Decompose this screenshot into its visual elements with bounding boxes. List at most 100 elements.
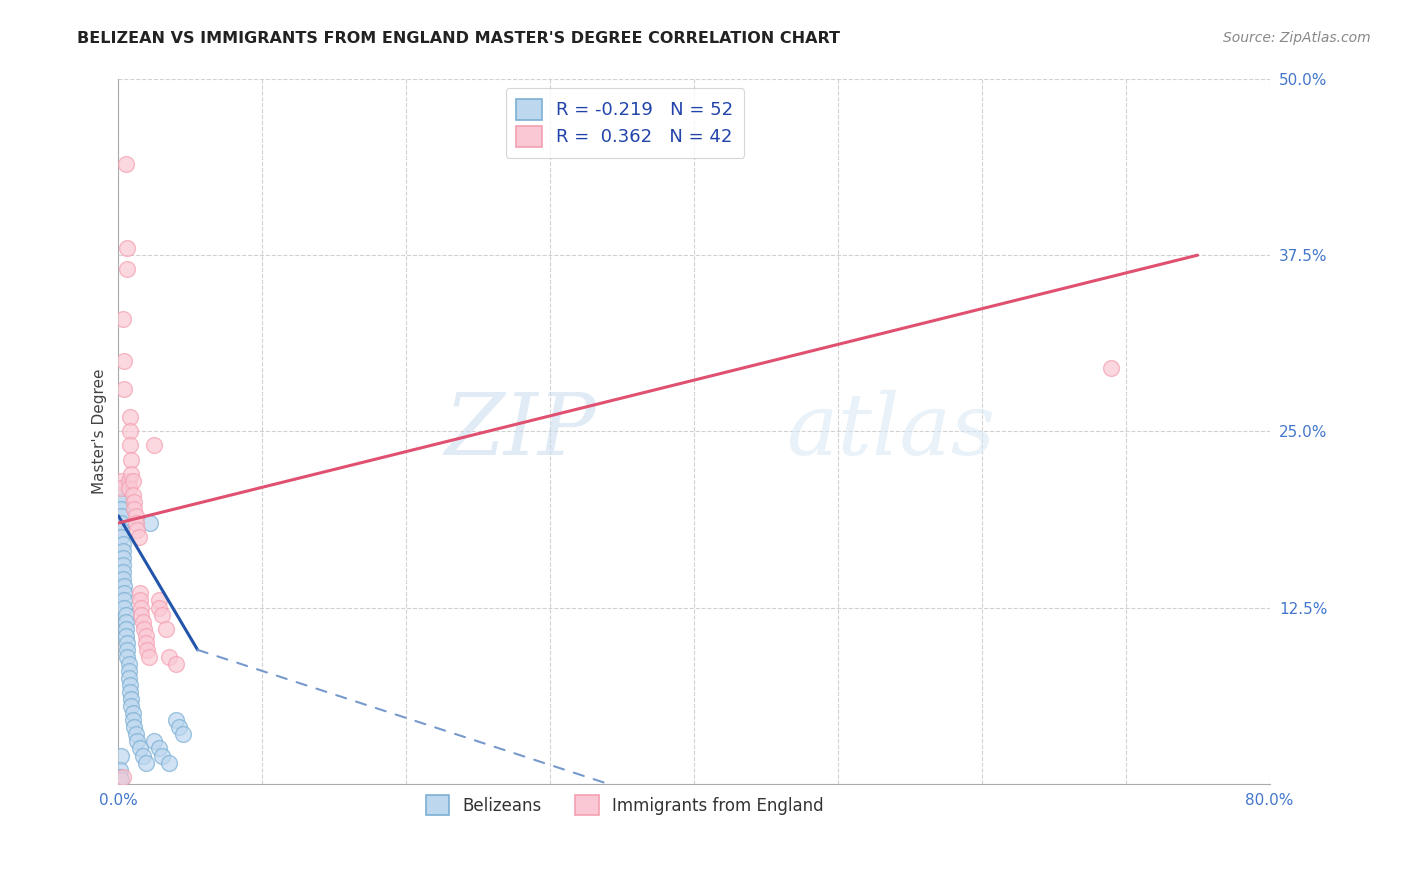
Point bbox=[125, 727, 148, 741]
Point bbox=[128, 530, 150, 544]
Point bbox=[148, 600, 170, 615]
Text: atlas: atlas bbox=[786, 390, 995, 473]
Point bbox=[108, 488, 131, 502]
Point bbox=[112, 579, 135, 593]
Point bbox=[148, 741, 170, 756]
Point bbox=[127, 523, 149, 537]
Point bbox=[122, 495, 145, 509]
Point bbox=[110, 748, 132, 763]
Text: Source: ZipAtlas.com: Source: ZipAtlas.com bbox=[1223, 31, 1371, 45]
Point bbox=[111, 537, 134, 551]
Point bbox=[114, 622, 136, 636]
Point bbox=[121, 714, 143, 728]
Point bbox=[120, 452, 142, 467]
Point bbox=[117, 671, 139, 685]
Text: ZIP: ZIP bbox=[444, 390, 596, 473]
Point bbox=[118, 410, 141, 425]
Point bbox=[111, 558, 134, 573]
Point bbox=[120, 692, 142, 706]
Point bbox=[112, 382, 135, 396]
Point bbox=[122, 501, 145, 516]
Point bbox=[135, 636, 157, 650]
Point bbox=[114, 156, 136, 170]
Point bbox=[121, 706, 143, 721]
Point bbox=[111, 573, 134, 587]
Point bbox=[111, 551, 134, 566]
Point bbox=[132, 748, 155, 763]
Point bbox=[136, 643, 159, 657]
Point bbox=[110, 501, 132, 516]
Point bbox=[108, 770, 131, 784]
Point bbox=[139, 516, 162, 530]
Point bbox=[150, 748, 173, 763]
Point bbox=[125, 516, 148, 530]
Point bbox=[110, 481, 132, 495]
Point bbox=[172, 727, 194, 741]
Point bbox=[111, 311, 134, 326]
Point bbox=[118, 685, 141, 699]
Point bbox=[148, 593, 170, 607]
Point bbox=[114, 615, 136, 629]
Point bbox=[165, 714, 187, 728]
Point bbox=[111, 544, 134, 558]
Point bbox=[135, 756, 157, 770]
Point bbox=[115, 636, 138, 650]
Point bbox=[165, 657, 187, 671]
Point bbox=[134, 622, 156, 636]
Point bbox=[122, 720, 145, 734]
Y-axis label: Master's Degree: Master's Degree bbox=[93, 368, 107, 494]
Point bbox=[114, 629, 136, 643]
Point bbox=[117, 664, 139, 678]
Point bbox=[118, 425, 141, 439]
Point bbox=[129, 586, 152, 600]
Point bbox=[120, 467, 142, 481]
Point bbox=[121, 474, 143, 488]
Point bbox=[110, 523, 132, 537]
Point bbox=[115, 241, 138, 255]
Point bbox=[111, 566, 134, 580]
Point bbox=[143, 734, 166, 748]
Point bbox=[112, 354, 135, 368]
Point bbox=[112, 593, 135, 607]
Point bbox=[110, 516, 132, 530]
Point bbox=[125, 508, 148, 523]
Point bbox=[155, 622, 177, 636]
Point bbox=[150, 607, 173, 622]
Point bbox=[118, 678, 141, 692]
Point bbox=[108, 481, 131, 495]
Point bbox=[129, 741, 152, 756]
Point bbox=[118, 438, 141, 452]
Point bbox=[117, 481, 139, 495]
Point bbox=[112, 600, 135, 615]
Point bbox=[108, 495, 131, 509]
Point bbox=[121, 488, 143, 502]
Point bbox=[114, 607, 136, 622]
Point bbox=[110, 508, 132, 523]
Point bbox=[127, 734, 149, 748]
Point bbox=[112, 586, 135, 600]
Point bbox=[117, 657, 139, 671]
Point bbox=[157, 649, 180, 664]
Point bbox=[110, 474, 132, 488]
Point bbox=[117, 474, 139, 488]
Point bbox=[131, 607, 153, 622]
Point bbox=[1099, 360, 1122, 375]
Point bbox=[115, 643, 138, 657]
Point bbox=[143, 438, 166, 452]
Point bbox=[110, 530, 132, 544]
Legend: Belizeans, Immigrants from England: Belizeans, Immigrants from England bbox=[416, 786, 834, 825]
Point bbox=[157, 756, 180, 770]
Point bbox=[132, 615, 155, 629]
Point bbox=[111, 770, 134, 784]
Text: BELIZEAN VS IMMIGRANTS FROM ENGLAND MASTER'S DEGREE CORRELATION CHART: BELIZEAN VS IMMIGRANTS FROM ENGLAND MAST… bbox=[77, 31, 841, 46]
Point bbox=[120, 699, 142, 714]
Point bbox=[129, 593, 152, 607]
Point bbox=[135, 629, 157, 643]
Point bbox=[108, 763, 131, 777]
Point bbox=[115, 649, 138, 664]
Point bbox=[167, 720, 190, 734]
Point bbox=[110, 772, 132, 787]
Point bbox=[138, 649, 160, 664]
Point bbox=[131, 600, 153, 615]
Point bbox=[115, 262, 138, 277]
